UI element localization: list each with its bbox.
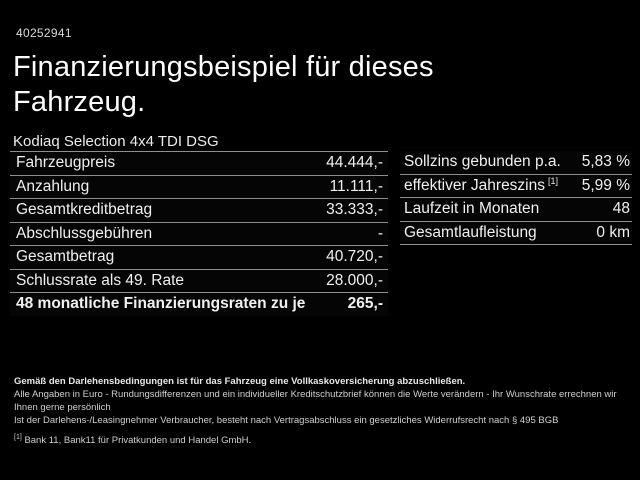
- financing-table-right: Sollzins gebunden p.a. 5,83 % effektiver…: [400, 151, 632, 245]
- fine-print-insurance-note: Gemäß den Darlehensbedingungen ist für d…: [14, 376, 466, 387]
- row-value: 11.111,-: [329, 177, 383, 195]
- row-label: Schlussrate als 49. Rate: [16, 271, 185, 289]
- row-label: effektiver Jahreszins [1]: [404, 176, 559, 195]
- footnote-text: Bank 11, Bank11 für Privatkunden und Han…: [24, 435, 252, 447]
- row-label: Laufzeit in Monaten: [404, 200, 540, 218]
- fine-print-line3: Ist der Darlehens-/Leasingnehmer Verbrau…: [14, 415, 559, 426]
- row-label: Gesamtbetrag: [16, 248, 115, 266]
- row-value: 265,-: [347, 295, 383, 313]
- row-value: 5,99 %: [581, 176, 630, 194]
- table-row-gesamtbetrag: Gesamtbetrag 40.720,-: [10, 245, 388, 269]
- row-label: Sollzins gebunden p.a.: [404, 153, 561, 171]
- row-label: Gesamtlaufleistung: [404, 223, 537, 241]
- row-value: 40.720,-: [326, 248, 383, 266]
- table-row-abschlussgebuehren: Abschlussgebühren -: [10, 221, 388, 246]
- footnote-marker: [1]: [548, 176, 559, 187]
- table-row-fahrzeugpreis: Fahrzeugpreis 44.444,-: [10, 151, 388, 175]
- fine-print: Gemäß den Darlehensbedingungen ist für d…: [14, 375, 629, 447]
- financing-table-left: Fahrzeugpreis 44.444,- Anzahlung 11.111,…: [10, 151, 388, 316]
- page-title-line2: Fahrzeug.: [13, 86, 146, 118]
- reference-number: 40252941: [16, 26, 72, 40]
- footnote-marker: [1]: [14, 434, 22, 441]
- table-row-anzahlung: Anzahlung 11.111,-: [10, 174, 388, 199]
- table-row-effektiver-jahreszins: effektiver Jahreszins [1] 5,99 %: [400, 175, 632, 198]
- table-row-laufzeit: Laufzeit in Monaten 48: [400, 198, 632, 222]
- table-row-gesamtkreditbetrag: Gesamtkreditbetrag 33.333,-: [10, 198, 388, 222]
- row-value: -: [377, 224, 383, 242]
- row-label: 48 monatliche Finanzierungsraten zu je: [16, 295, 306, 313]
- row-label: Abschlussgebühren: [16, 224, 153, 242]
- row-label: Gesamtkreditbetrag: [16, 201, 153, 219]
- row-value: 5,83 %: [581, 153, 630, 171]
- row-value: 44.444,-: [326, 154, 383, 172]
- page-title: Finanzierungsbeispiel für dieses Fahrzeu…: [13, 50, 434, 120]
- row-value: 0 km: [596, 223, 630, 241]
- row-value: 28.000,-: [326, 271, 383, 289]
- table-row-gesamtlaufleistung: Gesamtlaufleistung 0 km: [400, 222, 632, 245]
- row-label: Anzahlung: [16, 177, 90, 195]
- vehicle-model-subtitle: Kodiaq Selection 4x4 TDI DSG: [13, 133, 219, 150]
- fine-print-line2: Alle Angaben in Euro - Rundungsdifferenz…: [14, 389, 617, 413]
- row-value: 33.333,-: [326, 201, 383, 219]
- table-row-schlussrate: Schlussrate als 49. Rate 28.000,-: [10, 268, 388, 293]
- table-row-monatsrate: 48 monatliche Finanzierungsraten zu je 2…: [10, 292, 388, 316]
- fine-print-footnote: [1] Bank 11, Bank11 für Privatkunden und…: [14, 431, 629, 447]
- page-title-line1: Finanzierungsbeispiel für dieses: [13, 51, 434, 83]
- row-value: 48: [612, 200, 630, 218]
- table-row-sollzins: Sollzins gebunden p.a. 5,83 %: [400, 151, 632, 175]
- row-label: Fahrzeugpreis: [16, 154, 116, 172]
